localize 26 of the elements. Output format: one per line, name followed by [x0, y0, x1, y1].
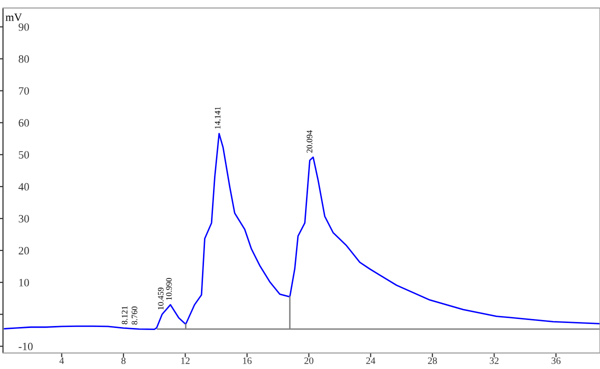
y-tick-label: 30	[18, 214, 29, 222]
x-tick-label: 16	[243, 357, 252, 364]
x-tick-label: 32	[490, 357, 499, 364]
x-tick-label: 12	[181, 357, 190, 364]
annotation: 20.094	[306, 130, 312, 153]
y-tick-label: 80	[18, 55, 29, 63]
x-tick-label: 20	[304, 357, 314, 364]
y-tick-label: 40	[18, 183, 29, 191]
x-tick-label: 36	[552, 357, 561, 364]
annotation: 10.990	[166, 278, 172, 300]
y-tick-label: 60	[18, 119, 29, 127]
x-tick-label: 8	[121, 357, 126, 364]
annotation: 8.760	[132, 306, 138, 325]
x-tick-label: 24	[366, 357, 376, 364]
y-tick-label: -10	[18, 342, 33, 350]
annotation: 10.459	[158, 288, 164, 310]
y-tick-label: 70	[19, 87, 29, 95]
x-tick-label: 28	[428, 357, 437, 364]
y-tick-label: 10	[19, 278, 29, 286]
y-tick-label: 20	[18, 246, 29, 254]
x-tick-label: 4	[59, 358, 64, 364]
annotation: 14.141	[214, 106, 220, 129]
y-tick-label: 50	[18, 151, 29, 159]
annotation: 8.121	[122, 306, 128, 324]
y-axis-title: mV	[6, 14, 22, 22]
y-tick-label: 90	[18, 23, 29, 31]
